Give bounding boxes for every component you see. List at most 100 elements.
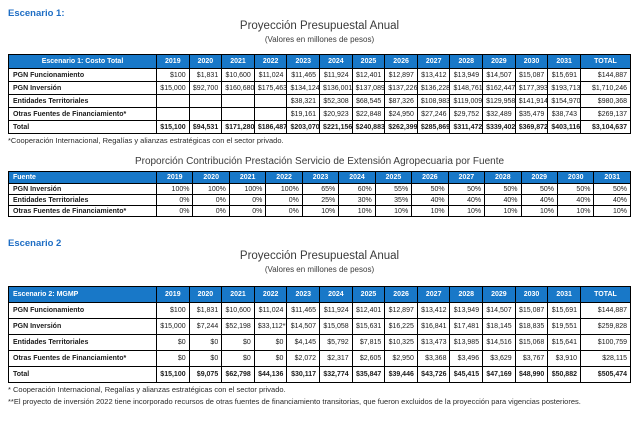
- value-cell: $136,228: [416, 81, 451, 95]
- table-row: PGN Funcionamiento $100 $1,831 $10,600 $11,0…: [8, 68, 631, 82]
- value-cell: 10%: [556, 205, 595, 217]
- value-cell: $38,743: [547, 107, 581, 121]
- value-cell: $141,914: [514, 94, 549, 108]
- value-cell: $17,481: [449, 318, 484, 335]
- table-title-header-cell: Fuente: [8, 171, 157, 184]
- value-cell: $16,841: [416, 318, 451, 335]
- value-cell: 0%: [228, 194, 267, 206]
- year-header-cell: 2031: [547, 286, 581, 303]
- value-cell: $221,156: [319, 120, 353, 134]
- year-header-cell: 2029: [482, 286, 516, 303]
- value-cell: 40%: [556, 194, 595, 206]
- value-cell: $16,225: [384, 318, 418, 335]
- value-cell: $2,317: [319, 350, 353, 367]
- value-cell: $3,496: [449, 350, 484, 367]
- year-header-cell: 2029: [520, 171, 558, 184]
- value-cell: $12,401: [351, 68, 386, 82]
- value-cell: 0%: [228, 205, 267, 217]
- value-cell: $0: [253, 350, 288, 367]
- value-cell: $11,465: [286, 68, 321, 82]
- value-cell: $48,990: [514, 366, 549, 383]
- value-cell: $24,950: [384, 107, 418, 121]
- value-cell: $162,447: [482, 81, 516, 95]
- value-cell: 10%: [593, 205, 631, 217]
- value-cell: 50%: [484, 183, 522, 195]
- year-header-cell: TOTAL: [580, 286, 631, 303]
- value-cell: $3,629: [482, 350, 516, 367]
- table-row: PGN Inversión $15,000 $7,244 $52,198 $33,112…: [8, 318, 631, 335]
- value-cell: $129,958: [482, 94, 516, 108]
- value-cell: $19,161: [286, 107, 321, 121]
- value-cell: $11,924: [319, 302, 353, 319]
- value-cell: 0%: [192, 205, 230, 217]
- value-cell: $2,072: [286, 350, 321, 367]
- year-header-cell: 2025: [351, 286, 386, 303]
- value-cell: [156, 94, 190, 108]
- value-cell: $10,325: [384, 334, 418, 351]
- value-cell: $171,280: [221, 120, 255, 134]
- value-cell: $505,474: [580, 366, 631, 383]
- value-cell: 10%: [520, 205, 558, 217]
- value-cell: $18,835: [514, 318, 549, 335]
- value-cell: $3,910: [547, 350, 581, 367]
- value-cell: 0%: [265, 205, 303, 217]
- year-header-cell: 2027: [447, 171, 486, 184]
- value-cell: $20,923: [319, 107, 353, 121]
- table-row: Otras Fuentes de Financiamiento* $0 $0 $0 $0…: [8, 350, 631, 367]
- proportion-title: Proporción Contribución Prestación Servi…: [134, 156, 505, 167]
- value-cell: $1,831: [188, 302, 223, 319]
- value-cell: $269,137: [580, 107, 631, 121]
- value-cell: $1,831: [188, 68, 223, 82]
- value-cell: 10%: [411, 205, 449, 217]
- year-header-cell: 2021: [221, 286, 255, 303]
- year-header-cell: 2023: [301, 171, 340, 184]
- value-cell: $28,115: [580, 350, 631, 367]
- row-label-cell: PGN Inversión: [8, 81, 157, 95]
- value-cell: $11,024: [253, 302, 288, 319]
- table-row: PGN Inversión 100% 100% 100% 100% 65% 60% 55% 50…: [8, 183, 631, 195]
- value-cell: $13,949: [449, 68, 484, 82]
- year-header-cell: 2025: [374, 171, 413, 184]
- value-cell: $94,531: [188, 120, 223, 134]
- year-header-cell: TOTAL: [580, 54, 631, 69]
- row-label-cell: Entidades Territoriales: [8, 334, 157, 351]
- table-title-header-cell: Escenario 1: Costo Total: [8, 54, 157, 69]
- value-cell: $13,412: [416, 68, 451, 82]
- scenario2-subtitle: (Valores en millones de pesos): [264, 265, 375, 274]
- value-cell: $15,641: [547, 334, 581, 351]
- year-header-cell: 2027: [416, 286, 451, 303]
- value-cell: $0: [156, 334, 190, 351]
- table-row: Entidades Territoriales 0% 0% 0% 0% 25% 30% 35%…: [8, 194, 631, 206]
- value-cell: $15,087: [514, 302, 549, 319]
- value-cell: 50%: [593, 183, 631, 195]
- year-header-cell: 2020: [188, 54, 223, 69]
- row-label-cell: Entidades Territoriales: [8, 94, 157, 108]
- value-cell: 0%: [265, 194, 303, 206]
- value-cell: 40%: [411, 194, 449, 206]
- value-cell: $3,368: [416, 350, 451, 367]
- year-header-cell: 2022: [253, 54, 288, 69]
- row-label-cell: Otras Fuentes de Financiamiento*: [8, 205, 157, 217]
- value-cell: $0: [221, 334, 255, 351]
- row-label-cell: Total: [8, 120, 157, 134]
- value-cell: $32,489: [482, 107, 516, 121]
- value-cell: $137,226: [384, 81, 418, 95]
- value-cell: 25%: [301, 194, 340, 206]
- table-header-row: Fuente 2019 2020 2021 2022 2023 2024 2025 2026 20…: [8, 171, 631, 184]
- value-cell: $3,104,637: [580, 120, 631, 134]
- value-cell: 35%: [374, 194, 413, 206]
- table-title-header-cell: Escenario 2: MGMP: [8, 286, 157, 303]
- scenario1-footnote: *Cooperación Internacional, Regalías y a…: [8, 136, 284, 145]
- value-cell: [253, 107, 288, 121]
- value-cell: $136,001: [319, 81, 353, 95]
- value-cell: 10%: [301, 205, 340, 217]
- value-cell: 0%: [155, 205, 194, 217]
- year-header-cell: 2019: [155, 171, 194, 184]
- year-header-cell: 2020: [188, 286, 223, 303]
- value-cell: $87,326: [384, 94, 418, 108]
- year-header-cell: 2026: [411, 171, 449, 184]
- value-cell: $44,136: [253, 366, 288, 383]
- scenario1-title: Proyección Presupuestal Anual: [239, 20, 400, 32]
- value-cell: $1,710,246: [580, 81, 631, 95]
- value-cell: 50%: [520, 183, 558, 195]
